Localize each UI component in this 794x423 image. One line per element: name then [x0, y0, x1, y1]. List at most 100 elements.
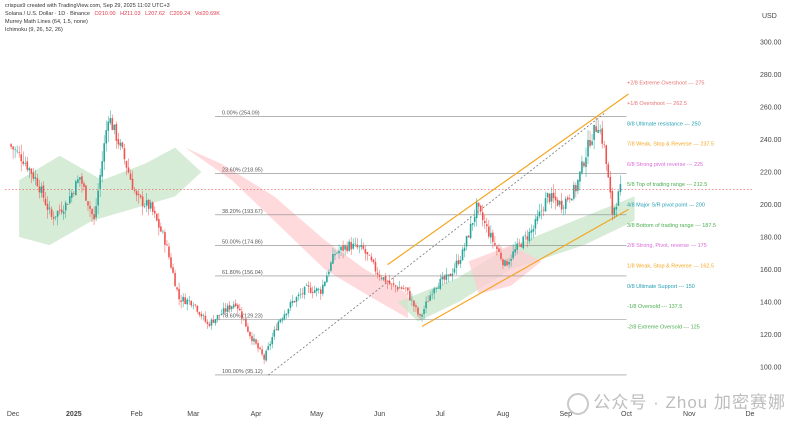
candle-body [552, 192, 555, 199]
candle [241, 306, 243, 324]
candle-body [439, 278, 442, 289]
candle [317, 287, 320, 294]
candle-body [619, 184, 622, 192]
candle-body [382, 277, 385, 280]
candle [595, 117, 597, 133]
candle [48, 201, 51, 215]
candle-body [85, 185, 87, 201]
candle [583, 161, 585, 168]
candle-body [216, 314, 219, 320]
candle [443, 274, 446, 284]
candle-body [50, 209, 53, 217]
candle-body [548, 193, 551, 203]
candle-body [581, 161, 583, 173]
candle-body [283, 314, 286, 320]
murrey-level-label: 1/8 Weak, Stop & Reverse --- 162.5 [627, 263, 714, 269]
candle [111, 114, 114, 131]
candle-body [315, 288, 318, 292]
candle [64, 200, 67, 219]
candle-body [492, 232, 494, 242]
candle-body [427, 301, 429, 303]
candle-body [352, 243, 354, 249]
candle [89, 201, 91, 218]
candle-body [577, 179, 579, 191]
candle-body [322, 284, 324, 294]
candle-body [344, 245, 346, 250]
candle-body [550, 193, 553, 202]
candle [481, 204, 484, 227]
candle-body [564, 198, 567, 209]
candle [524, 231, 527, 241]
candles [10, 110, 622, 364]
candle [196, 304, 199, 314]
candle-body [139, 195, 142, 198]
candle-body [591, 141, 593, 145]
candle-body [536, 216, 539, 221]
candle [467, 234, 470, 238]
candle [174, 269, 176, 287]
candle [249, 331, 251, 339]
candle [222, 302, 225, 315]
candle [591, 133, 593, 147]
candle [269, 340, 271, 350]
murrey-level-label: 8/8 Ultimate resistance --- 250 [627, 121, 701, 127]
candle [190, 300, 193, 308]
candle [465, 235, 468, 251]
candle-body [583, 162, 585, 167]
candle [26, 156, 29, 173]
candle-body [135, 191, 138, 196]
candle-body [483, 220, 486, 224]
candle [368, 254, 371, 256]
x-tick-label: Aug [497, 411, 510, 418]
candle-body [210, 319, 213, 326]
candle-body [164, 232, 166, 245]
candle [457, 254, 460, 266]
candle-body [593, 124, 595, 140]
candle [573, 181, 575, 201]
candle-body [137, 193, 140, 195]
candle [22, 151, 25, 166]
candle-body [437, 287, 440, 289]
candle-body [388, 281, 391, 285]
candle [394, 284, 397, 293]
murrey-level-label: 7/8 Weak, Stop & Reverse --- 237.5 [627, 142, 714, 148]
candle-body [125, 161, 128, 168]
candle-body [350, 242, 352, 250]
candle [115, 121, 118, 149]
candle [370, 253, 373, 263]
candle-body [560, 200, 563, 210]
candle [24, 156, 27, 167]
x-tick-label: Jun [374, 411, 385, 418]
murrey-level-label: 2/8 Strong, Pivot, reverse --- 175 [627, 243, 707, 249]
candle-body [133, 190, 136, 192]
y-tick-label: 160.00 [760, 267, 782, 274]
candle [451, 268, 454, 281]
candle-body [516, 243, 518, 250]
candle [315, 287, 318, 297]
candle [372, 258, 375, 265]
y-tick-label: 140.00 [760, 300, 782, 307]
candle-body [149, 202, 152, 209]
candle-body [403, 288, 405, 289]
candle-body [273, 329, 276, 337]
candle-body [208, 323, 211, 326]
candle-body [182, 296, 184, 302]
candle-body [239, 308, 241, 311]
candle-body [285, 313, 288, 316]
candle-body [192, 305, 195, 307]
candle [340, 246, 342, 256]
candle [475, 198, 478, 227]
indicator-ichimoku: Ichimoku (9, 26, 52, 26) [5, 27, 63, 33]
candle-body [496, 246, 498, 250]
y-tick-label: 240.00 [760, 137, 782, 144]
candle-body [257, 343, 259, 349]
candle [172, 263, 174, 274]
candle-body [607, 164, 610, 178]
candle-body [459, 260, 462, 264]
candle [415, 303, 417, 312]
ohlc-open: O210.00 [94, 11, 116, 17]
candle [257, 340, 259, 353]
candle [469, 215, 472, 240]
candle [380, 274, 383, 281]
